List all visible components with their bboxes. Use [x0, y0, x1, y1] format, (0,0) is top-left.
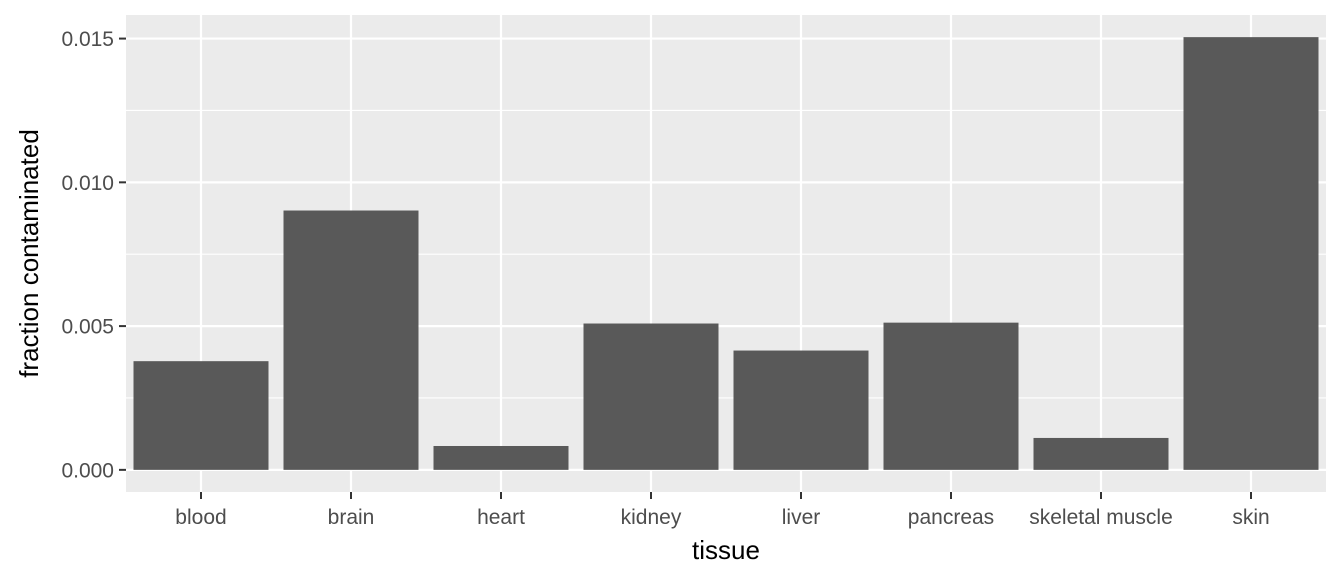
x-tick-label: pancreas: [908, 506, 994, 529]
x-axis: blood brain heart kidney liver pancreas skelet…: [175, 492, 1270, 529]
x-tick-label: heart: [477, 506, 525, 529]
bar-skin: [1183, 37, 1319, 470]
bar-kidney: [583, 323, 719, 470]
bar-heart: [433, 445, 569, 470]
x-tick-label: skeletal muscle: [1029, 506, 1173, 529]
x-tick-label: skin: [1232, 506, 1269, 529]
x-tick-label: blood: [175, 506, 226, 529]
bar-liver: [733, 350, 869, 470]
bar-brain: [283, 210, 419, 470]
y-axis: 0.000 0.005 0.010 0.015: [61, 28, 126, 482]
x-tick-label: kidney: [621, 506, 682, 529]
y-tick-label: 0.000: [61, 459, 114, 482]
x-tick-label: liver: [782, 506, 821, 529]
bar-skeletal-muscle: [1033, 437, 1169, 470]
y-axis-title: fraction contaminated: [14, 129, 44, 378]
bar-blood: [133, 361, 269, 470]
bars: [133, 37, 1319, 470]
y-tick-label: 0.010: [61, 172, 114, 195]
x-tick-label: brain: [328, 506, 375, 529]
y-tick-label: 0.005: [61, 316, 114, 339]
bar-pancreas: [883, 322, 1019, 470]
y-tick-label: 0.015: [61, 28, 114, 51]
x-axis-title: tissue: [692, 535, 760, 565]
